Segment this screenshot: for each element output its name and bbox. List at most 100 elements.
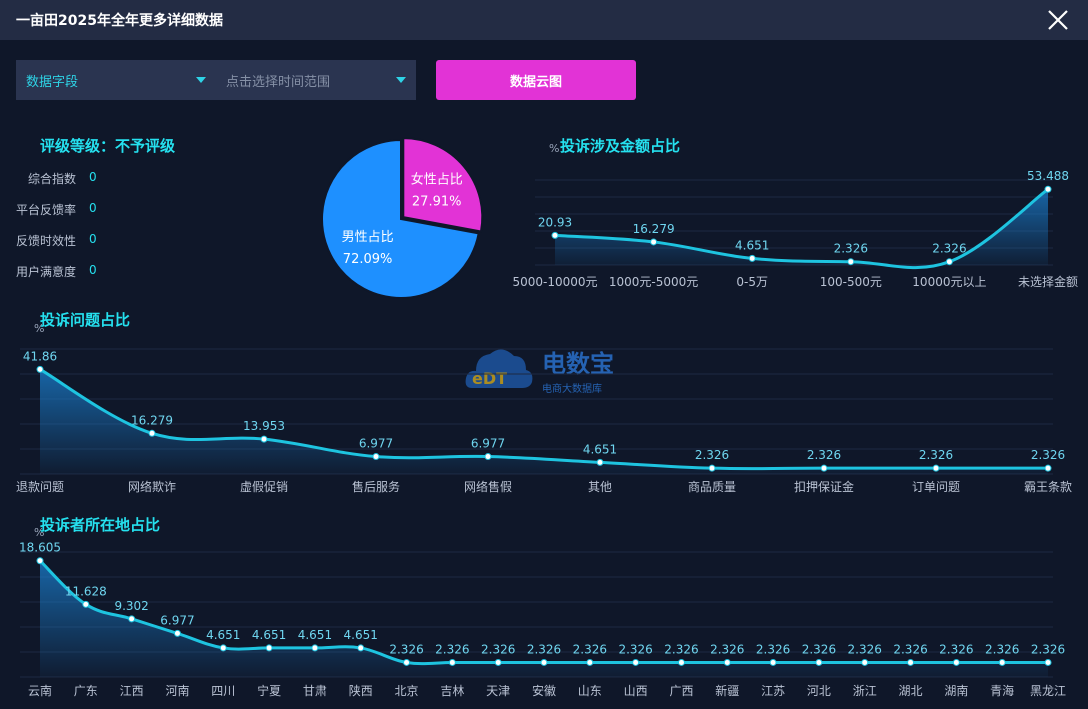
- data-label: 2.326: [834, 242, 868, 256]
- data-point: [357, 644, 365, 652]
- data-point: [265, 644, 273, 652]
- data-point: [861, 658, 869, 666]
- rating-title: 评级等级：不予评级: [40, 137, 176, 155]
- data-label: 6.977: [160, 613, 194, 627]
- rating-value: 0: [89, 232, 97, 246]
- data-point: [128, 615, 136, 623]
- chevron-down-icon: [196, 77, 206, 83]
- x-tick-label: 网络欺诈: [128, 479, 176, 494]
- data-point: [260, 435, 268, 443]
- data-point: [952, 658, 960, 666]
- field-select-label: 数据字段: [26, 75, 79, 90]
- data-label: 9.302: [114, 599, 148, 613]
- y-axis-unit: %: [34, 526, 44, 539]
- rating-value: 0: [89, 201, 97, 215]
- time-range-placeholder: 点击选择时间范围: [226, 75, 331, 90]
- data-label: 2.326: [919, 448, 953, 462]
- data-point: [1044, 185, 1052, 193]
- x-tick-label: 河北: [807, 684, 831, 698]
- x-tick-label: 浙江: [853, 684, 877, 698]
- x-tick-label: 商品质量: [688, 479, 736, 494]
- data-point: [403, 658, 411, 666]
- data-label: 2.326: [893, 642, 927, 656]
- x-tick-label: 天津: [486, 684, 510, 698]
- data-point: [998, 658, 1006, 666]
- data-label: 16.279: [633, 222, 675, 236]
- x-tick-label: 陕西: [349, 683, 373, 698]
- data-label: 2.326: [664, 642, 698, 656]
- data-label: 2.326: [807, 448, 841, 462]
- data-label: 2.326: [710, 642, 744, 656]
- x-tick-label: 四川: [211, 684, 235, 698]
- data-point: [596, 458, 604, 466]
- x-tick-label: 1000元-5000元: [609, 275, 698, 289]
- data-label: 2.326: [573, 642, 607, 656]
- data-label: 13.953: [243, 419, 285, 433]
- x-tick-label: 网络售假: [464, 479, 512, 494]
- x-tick-label: 甘肃: [303, 684, 327, 698]
- x-tick-label: 扣押保证金: [794, 479, 854, 494]
- series-line: [554, 188, 1049, 270]
- data-point: [650, 238, 658, 246]
- x-tick-label: 10000元以上: [912, 275, 986, 289]
- rating-label: 平台反馈率: [15, 203, 76, 217]
- data-label: 2.326: [1031, 642, 1065, 656]
- x-tick-label: 霸王条款: [1024, 480, 1072, 494]
- data-point: [708, 464, 716, 472]
- rating-value: 0: [89, 170, 97, 184]
- data-label: 4.651: [252, 628, 286, 642]
- y-axis-unit: %: [549, 142, 559, 155]
- time-range-select[interactable]: 点击选择时间范围: [216, 60, 416, 100]
- x-tick-label: 订单问题: [912, 480, 960, 494]
- x-tick-label: 青海: [990, 683, 1014, 698]
- data-label: 2.326: [695, 448, 729, 462]
- pie-value-label: 72.09%: [343, 252, 393, 267]
- pie-slice: [402, 137, 484, 233]
- data-label: 2.326: [389, 642, 423, 656]
- data-point: [219, 644, 227, 652]
- pie-label: 男性占比: [342, 230, 394, 245]
- data-label: 11.628: [65, 584, 107, 598]
- x-tick-label: 江苏: [761, 684, 785, 698]
- x-tick-label: 宁夏: [257, 683, 281, 698]
- x-tick-label: 云南: [28, 683, 52, 698]
- data-label: 41.86: [23, 349, 57, 363]
- data-point: [551, 231, 559, 239]
- data-label: 4.651: [206, 628, 240, 642]
- rating-value: 0: [89, 263, 97, 277]
- data-point: [769, 658, 777, 666]
- x-tick-label: 安徽: [532, 683, 556, 698]
- data-point: [748, 254, 756, 262]
- data-point: [448, 658, 456, 666]
- data-label: 2.326: [756, 642, 790, 656]
- data-label: 2.326: [1031, 448, 1065, 462]
- rating-label: 用户满意度: [15, 265, 76, 279]
- data-point: [820, 464, 828, 472]
- pie-slice: [321, 138, 480, 299]
- area-fill: [555, 189, 1048, 268]
- window-title: 一亩田2025年全年更多详细数据: [16, 13, 223, 29]
- x-tick-label: 黑龙江: [1030, 684, 1066, 698]
- data-cloud-button[interactable]: 数据云图: [436, 60, 636, 100]
- x-tick-label: 其他: [588, 480, 612, 494]
- data-point: [586, 658, 594, 666]
- data-point: [815, 658, 823, 666]
- area-fill: [40, 369, 1048, 474]
- issue-chart-title: 投诉问题占比: [40, 311, 131, 329]
- data-label: 2.326: [985, 642, 1019, 656]
- x-tick-label: 湖北: [899, 683, 923, 698]
- field-select[interactable]: 数据字段: [16, 60, 216, 100]
- x-tick-label: 5000-10000元: [512, 275, 597, 289]
- pie-value-label: 27.91%: [412, 194, 462, 209]
- data-label: 6.977: [359, 437, 393, 451]
- rating-label: 综合指数: [27, 172, 76, 186]
- data-point: [311, 644, 319, 652]
- data-label: 2.326: [939, 642, 973, 656]
- close-icon[interactable]: [1046, 8, 1070, 32]
- data-point: [36, 557, 44, 565]
- x-tick-label: 河南: [165, 683, 189, 698]
- x-tick-label: 山西: [624, 684, 648, 698]
- data-point: [173, 629, 181, 637]
- region-chart-title: 投诉者所在地占比: [40, 516, 161, 534]
